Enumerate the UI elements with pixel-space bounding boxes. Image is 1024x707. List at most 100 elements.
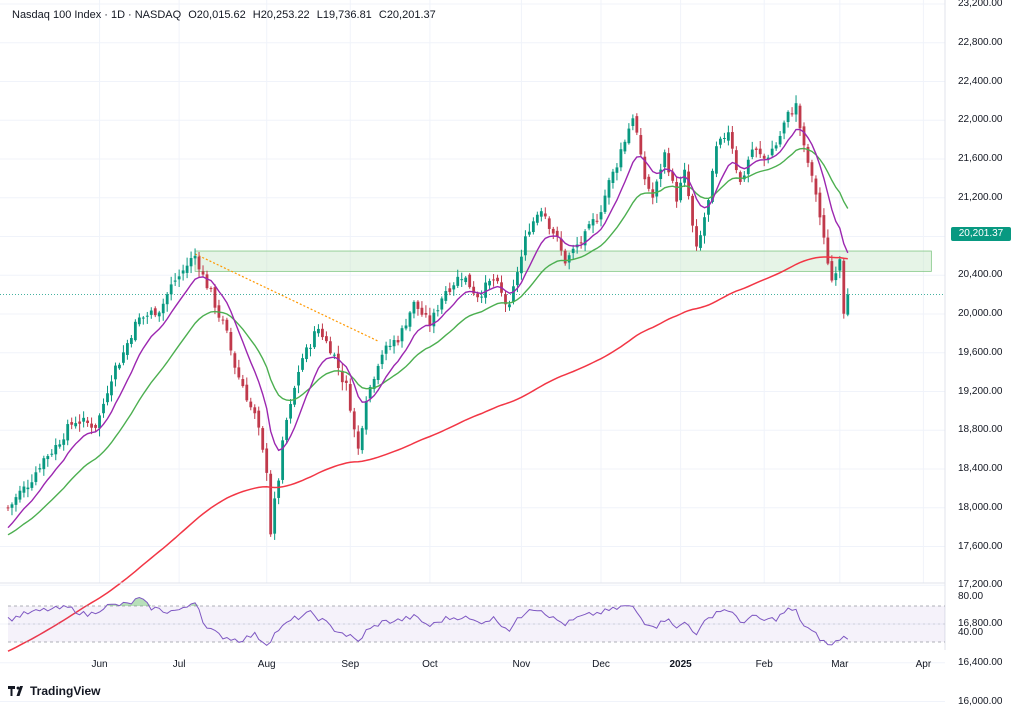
- price-tick-3: 17,200.00: [958, 579, 1003, 591]
- resistance-zone[interactable]: [194, 250, 932, 272]
- candle: [595, 213, 599, 224]
- candle: [555, 226, 559, 242]
- candle: [237, 359, 241, 380]
- candle: [141, 316, 145, 325]
- candle: [177, 269, 181, 288]
- time-tick-10: Apr: [915, 659, 932, 670]
- candle: [86, 416, 89, 427]
- candle: [726, 125, 730, 146]
- price-tick-17: 22,800.00: [958, 36, 1003, 48]
- candle: [74, 416, 78, 429]
- candle: [500, 275, 503, 297]
- candle: [699, 230, 702, 251]
- candle: [344, 375, 348, 391]
- candle: [10, 502, 14, 516]
- candle: [615, 163, 619, 181]
- candle: [289, 398, 292, 424]
- ma-50-line: [7, 147, 849, 536]
- symbol-name[interactable]: Nasdaq 100 Index: [12, 9, 102, 21]
- price-tick-18: 23,200.00: [958, 0, 1003, 9]
- candle: [301, 353, 304, 372]
- exchange: NASDAQ: [134, 9, 182, 21]
- trendline[interactable]: [194, 253, 379, 342]
- candle: [122, 345, 125, 366]
- interval[interactable]: 1D: [110, 9, 126, 21]
- candle: [161, 298, 165, 321]
- candle: [352, 407, 356, 438]
- candle: [846, 288, 850, 317]
- price-tick-1: 16,400.00: [958, 656, 1003, 668]
- candle: [197, 251, 201, 278]
- candle: [145, 311, 149, 324]
- time-tick-3: Sep: [341, 659, 360, 670]
- candle: [217, 299, 221, 322]
- candle: [169, 276, 173, 301]
- candle: [436, 304, 440, 317]
- candle: [623, 139, 627, 155]
- candle: [790, 107, 794, 117]
- candle: [189, 251, 193, 274]
- last-price-badge: 20,201.37: [951, 227, 1011, 241]
- high-value: H20,253.22: [252, 9, 310, 21]
- candle: [273, 491, 277, 540]
- candle: [257, 406, 261, 436]
- price-tick-4: 17,600.00: [958, 540, 1003, 552]
- candle: [328, 336, 332, 355]
- candle: [488, 278, 491, 290]
- time-tick-2: Aug: [257, 659, 276, 670]
- candle: [42, 455, 46, 476]
- candle: [317, 324, 320, 337]
- candle: [599, 205, 603, 227]
- candles: [6, 95, 850, 540]
- candle: [496, 274, 499, 284]
- candle: [66, 419, 70, 446]
- candle: [384, 341, 388, 361]
- candle: [547, 216, 551, 235]
- candle: [643, 151, 647, 186]
- candle: [492, 274, 495, 287]
- candle: [281, 436, 285, 484]
- candle: [416, 300, 420, 316]
- candle: [201, 265, 205, 278]
- candle: [655, 179, 659, 203]
- candle: [6, 505, 10, 511]
- candle: [241, 374, 245, 388]
- candle: [325, 331, 328, 344]
- candle: [563, 248, 567, 266]
- candle: [734, 146, 738, 174]
- candle: [786, 110, 790, 128]
- candle: [711, 168, 714, 204]
- candle: [157, 310, 161, 322]
- time-tick-0: Jun: [91, 659, 108, 670]
- candle: [639, 127, 643, 157]
- candle: [46, 454, 50, 467]
- candle: [587, 220, 591, 231]
- candle: [321, 323, 324, 340]
- candle: [22, 481, 26, 498]
- candle: [118, 362, 121, 370]
- price-tick-2: 16,800.00: [958, 618, 1003, 629]
- candle: [332, 352, 336, 360]
- candle: [742, 171, 746, 182]
- candle: [110, 375, 113, 402]
- candle: [794, 95, 798, 122]
- candle: [233, 351, 237, 375]
- candle: [34, 466, 38, 486]
- candle: [404, 318, 408, 331]
- price-tick-14: 21,600.00: [958, 153, 1003, 164]
- candle: [265, 443, 269, 481]
- candle: [822, 208, 826, 245]
- candle: [627, 123, 631, 145]
- candle: [687, 164, 690, 200]
- rsi-tick-1: 40.00: [958, 627, 984, 638]
- candle: [213, 284, 217, 315]
- candle: [209, 286, 213, 293]
- candle: [420, 301, 424, 317]
- tradingview-logo[interactable]: TradingView: [8, 684, 100, 698]
- candle: [185, 257, 189, 279]
- candle: [802, 122, 806, 153]
- candle: [559, 231, 563, 256]
- candle: [746, 156, 750, 183]
- candle: [348, 378, 352, 413]
